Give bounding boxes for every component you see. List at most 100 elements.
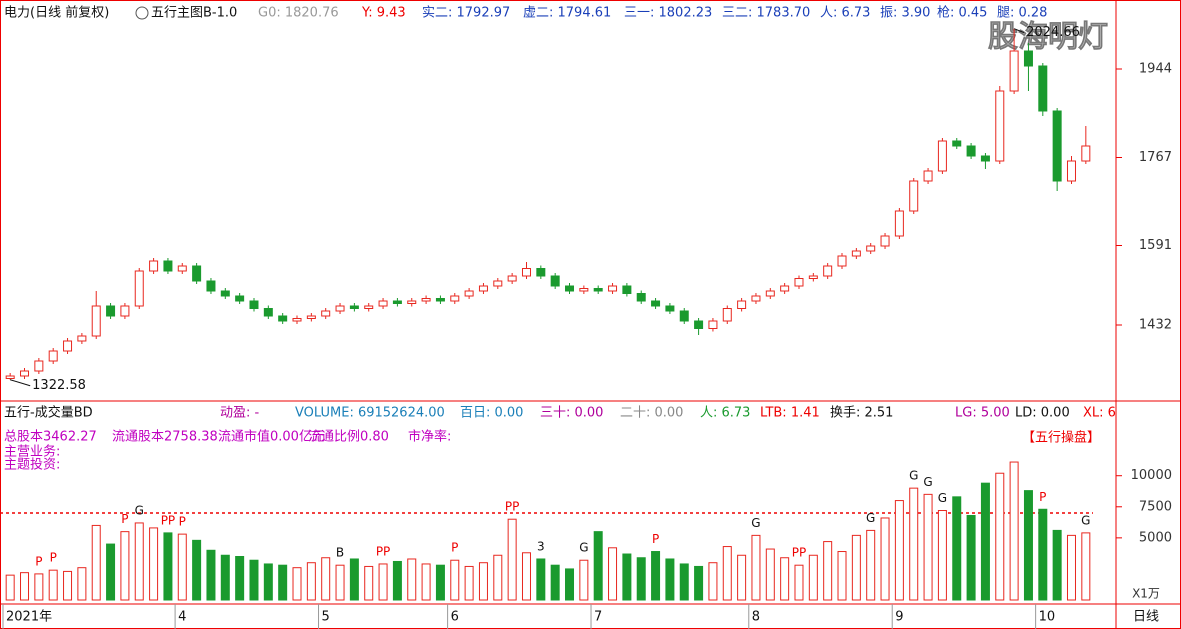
info-item: 主营业务: [4,444,60,460]
candle-body [177,265,187,272]
x-tick-label: 5 [322,610,330,625]
volume-bar [478,562,488,601]
volume-bar [149,527,159,601]
candle-body [679,310,689,322]
volume-header-item: 二十: 0.00 [620,406,683,421]
candle-body [837,255,847,267]
signal-marker: 3 [537,539,545,553]
volume-bar [1052,529,1062,601]
volume-bar [593,531,603,601]
low-pointer [10,379,31,387]
candle-body [608,285,618,292]
volume-bar [923,493,933,601]
volume-bar [1038,508,1048,601]
candle-body [106,305,116,317]
volume-header-item: 换手: 2.51 [830,406,893,421]
info-item: 流通股本2758.38 [112,430,218,445]
candle-body [794,278,804,287]
candle-body [708,320,718,329]
volume-bar [794,564,804,601]
volume-bar [851,534,861,601]
signal-marker: G [1081,513,1090,527]
y-tick-label: 1944 [1139,62,1172,77]
volume-bar [34,573,44,601]
candle-body [149,260,159,272]
x-tick-label: 2021年 [6,610,52,625]
low-label: 1322.58 [32,378,86,393]
volume-bar [163,532,173,601]
volume-bar [636,557,646,601]
candle-body [1081,145,1091,162]
volume-bar [980,482,990,601]
candle-body [163,260,173,272]
watermark: 股海明灯 [988,20,1108,55]
header-item: 振: 3.90 [880,6,930,21]
indicator-name: 五行主图B-1.0 [151,6,237,21]
info-item: 市净率: [408,429,451,445]
volume-bar [249,559,259,601]
volume-bar [937,510,947,601]
signal-marker: G [866,511,875,525]
volume-bar [20,572,30,601]
volume-header-item: LD: 0.00 [1015,406,1070,421]
candle-body [292,318,302,322]
volume-bar [63,570,73,601]
candle-body [435,298,445,302]
volume-bar [737,554,747,601]
candle-body [278,315,288,322]
volume-bar [565,568,575,601]
candle-body [34,360,44,372]
volume-bar [722,546,732,601]
candle-body [751,295,761,302]
y-tick-label: 1767 [1139,150,1172,165]
volume-bar [1066,534,1076,601]
volume-bar [679,563,689,601]
signal-marker: PP [161,513,175,527]
volume-bar [278,564,288,601]
signal-marker: G [135,503,144,517]
volume-bar [765,548,775,601]
volume-bar [608,547,618,601]
candle-body [20,370,30,377]
signal-marker: P [1039,490,1046,504]
candle-body [392,300,402,304]
header-item: 枪: 0.45 [937,5,987,21]
signal-marker: G [579,541,588,555]
volume-bar [665,558,675,601]
signal-marker: G [938,491,947,505]
settings-icon[interactable] [135,6,149,20]
period-label[interactable]: 日线 [1133,610,1159,625]
signal-marker: PP [505,500,519,514]
candle-body [5,375,15,379]
candle-body [808,275,818,279]
candle-body [507,275,517,282]
candle-body [737,300,747,309]
candle-body [407,300,417,304]
volume-bar [579,559,589,601]
volume-bar [306,562,316,601]
x-tick-label: 4 [178,610,186,625]
signal-marker: G [923,475,932,489]
candle-body [120,305,130,317]
candle-body [349,305,359,309]
volume-bar [536,558,546,601]
volume-bar [407,558,417,601]
volume-bar [966,514,976,601]
candle-body [765,290,775,297]
volume-bar [708,562,718,601]
signal-marker: P [179,515,186,529]
signal-marker: G [909,469,918,483]
high-label: 2024.66 [1026,25,1080,40]
candle-body [421,298,431,302]
header-item: 虚二: 1794.61 [523,6,611,21]
volume-header-item: 动盈: - [220,406,260,421]
volume-bar [335,564,345,601]
volume-bar [106,543,116,601]
volume-bar [909,487,919,601]
candle-body [63,340,73,352]
volume-bar [808,554,818,601]
volume-bar [134,522,144,601]
candle-body [651,300,661,307]
candle-body [636,293,646,302]
